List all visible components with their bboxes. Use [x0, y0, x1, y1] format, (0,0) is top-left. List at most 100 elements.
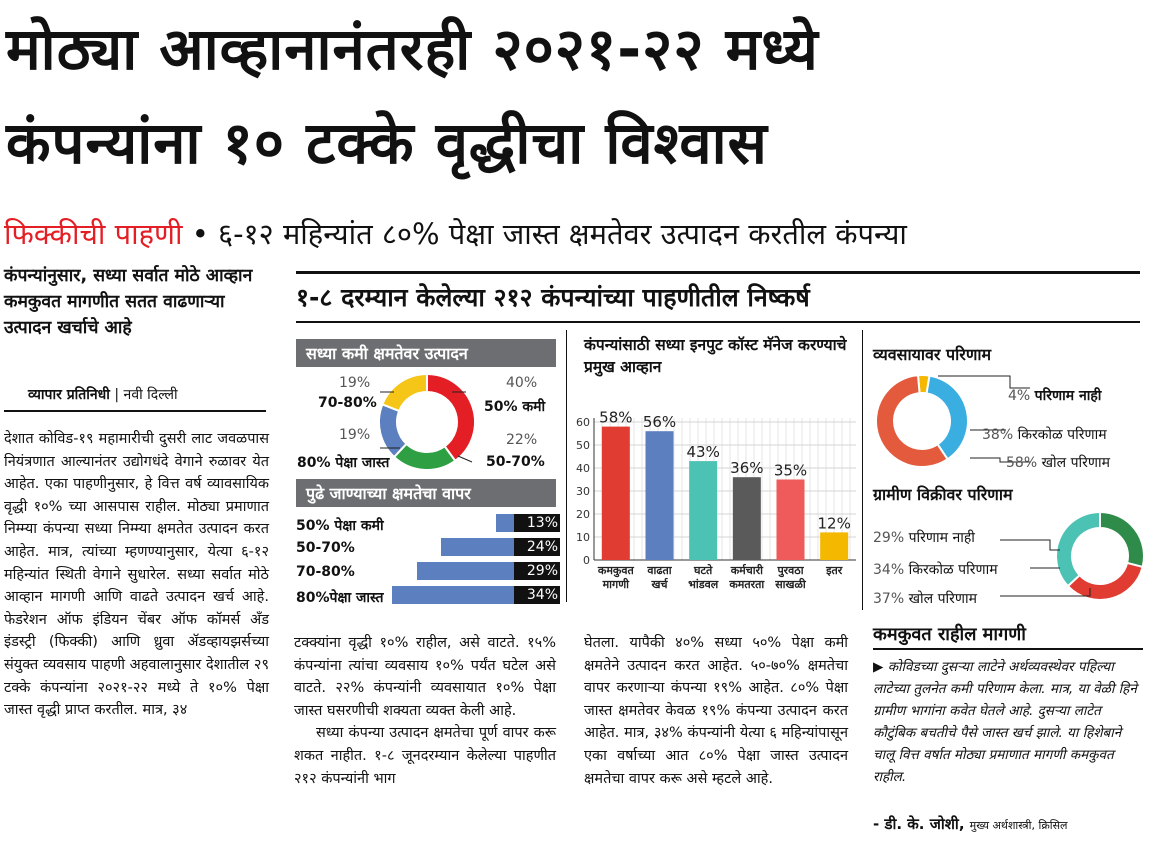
- future-capacity-value-label: 29%: [514, 562, 560, 580]
- quote-rule: [873, 648, 1143, 650]
- capacity-80-plus-pct: 19%: [339, 427, 371, 443]
- capacity-80-plus-label: 80% पेक्षा जास्त: [297, 455, 390, 471]
- capacity-70-80-pct: 19%: [339, 375, 371, 391]
- future-capacity-value-label: 34%: [514, 586, 560, 604]
- challenge-category-label: घटते: [693, 563, 713, 577]
- headline: मोठ्या आव्हानानंतरही २०२१-२२ मध्ये कंपन्…: [6, 2, 1156, 190]
- chart-divider-right: [862, 330, 863, 610]
- rural-sales-leaders: [1000, 539, 1091, 597]
- challenge-category-label: कमतरता: [728, 578, 765, 591]
- challenge-bar: [689, 461, 718, 560]
- rural-sales-slice: [1099, 510, 1145, 569]
- subheadline: फिक्कीची पाहणी • ६-१२ महिन्यांत ८०% पेक्…: [4, 214, 907, 253]
- byline-place: नवी दिल्ली: [123, 387, 178, 403]
- article-column-2: टक्क्यांना वृद्धी १०% राहील, असे वाटते. …: [294, 632, 556, 790]
- rural-sales-deep: 37% खोल परिणाम: [873, 591, 978, 607]
- challenge-category-label: भांडवल: [688, 578, 719, 591]
- challenge-category-label: मागणी: [602, 577, 631, 591]
- challenge-category-label: इतर: [825, 564, 843, 577]
- y-tick-label: 10: [576, 531, 590, 544]
- y-tick-label: 60: [576, 416, 590, 429]
- challenges-bar-chart: 0 10 20 30 40 50 60 58% कमकुवतमागणी 56% वाढताखर्च 4…: [576, 409, 856, 591]
- capacity-chart-title: सध्या कमी क्षमतेवर उत्पादन: [296, 339, 556, 367]
- subheadline-label: फिक्कीची पाहणी: [4, 217, 183, 251]
- survey-title: १-८ दरम्यान केलेल्या २१२ कंपन्यांच्या पा…: [296, 283, 810, 312]
- article-column-3: घेतला. यापैकी ४०% सध्या ५०% पेक्षा कमी क…: [584, 635, 848, 787]
- challenge-bar: [776, 479, 805, 560]
- article-column-2-paragraph-1: टक्क्यांना वृद्धी १०% राहील, असे वाटते. …: [294, 635, 556, 719]
- quote-author: - डी. के. जोशी,: [873, 815, 965, 833]
- challenge-value-label: 43%: [686, 443, 719, 461]
- future-capacity-value-label: 13%: [514, 514, 560, 532]
- byline-author: व्यापार प्रतिनिधी: [28, 387, 110, 403]
- y-tick-label: 0: [583, 554, 590, 567]
- capacity-slice: [426, 372, 476, 463]
- challenge-category-label: वाढता: [646, 564, 672, 577]
- capacity-50-70-pct: 22%: [506, 432, 538, 448]
- byline-separator: |: [114, 387, 120, 403]
- capacity-donut-chart: [378, 372, 476, 471]
- article-column-2-paragraph-2: सध्या कंपन्या उत्पादन क्षमतेचा पूर्ण वाप…: [294, 725, 556, 787]
- subheadline-bullet: •: [191, 217, 209, 251]
- byline: व्यापार प्रतिनिधी | नवी दिल्ली: [28, 385, 178, 404]
- business-impact-donut: [875, 374, 969, 468]
- business-impact-slice: [875, 374, 949, 468]
- headline-line-2: कंपन्यांना १० टक्के वृद्धीचा विश्वास: [6, 109, 768, 177]
- quote-role: मुख्य अर्थशास्त्री, क्रिसिल: [969, 819, 1068, 832]
- capacity-50-70-label: 50-70%: [486, 454, 545, 470]
- challenge-bar: [732, 477, 761, 560]
- challenges-chart-title: कंपन्यांसाठी सध्या इनपुट कॉस्ट मॅनेज करण…: [584, 336, 847, 376]
- quote-title: कमकुवत राहील मागणी: [873, 624, 1026, 645]
- challenge-category-label: साखळी: [774, 577, 807, 591]
- challenge-value-label: 35%: [774, 462, 807, 480]
- quote-attribution: - डी. के. जोशी, मुख्य अर्थशास्त्री, क्रि…: [873, 814, 1068, 834]
- y-tick-label: 50: [576, 439, 590, 452]
- intro-rule: [4, 410, 266, 412]
- survey-top-rule: [296, 271, 1140, 274]
- future-capacity-chart-title: पुढे जाण्याच्या क्षमतेचा वापर: [296, 479, 556, 507]
- y-tick-label: 40: [576, 462, 590, 475]
- quote-marker-icon: ▶: [873, 659, 884, 675]
- challenge-category-label: खर्च: [651, 577, 669, 591]
- capacity-slice: [381, 372, 428, 413]
- challenge-value-label: 12%: [817, 514, 850, 532]
- article-column-1: देशात कोविड-१९ महामारीची दुसरी लाट जवळपा…: [4, 431, 269, 719]
- subheadline-text: ६-१२ महिन्यांत ८०% पेक्षा जास्त क्षमतेवर…: [218, 217, 907, 251]
- challenge-bar: [645, 431, 674, 560]
- challenge-value-label: 36%: [730, 459, 763, 477]
- future-row-label: 50-70%: [296, 540, 355, 556]
- challenge-category-label: कमकुवत: [597, 564, 635, 578]
- challenge-category-label: कर्मचारी: [730, 563, 764, 577]
- rural-sales-minor: 34% किरकोळ परिणाम: [873, 562, 998, 578]
- capacity-below-50-pct: 40%: [506, 375, 538, 391]
- future-row-label: 70-80%: [296, 564, 355, 580]
- challenge-value-label: 56%: [643, 413, 676, 431]
- y-tick-label: 30: [576, 485, 590, 498]
- future-capacity-value-label: 24%: [514, 538, 560, 556]
- business-impact-leaders: [938, 375, 1030, 463]
- business-impact-none: 4% परिणाम नाही: [1008, 388, 1102, 404]
- survey-bottom-rule: [296, 321, 1140, 323]
- rural-sales-none: 29% परिणाम नाही: [873, 530, 975, 546]
- capacity-70-80-label: 70-80%: [318, 395, 377, 411]
- capacity-slice: [378, 403, 408, 459]
- capacity-below-50-label: 50% कमी: [484, 399, 546, 415]
- rural-sales-title: ग्रामीण विक्रीवर परिणाम: [873, 485, 1013, 504]
- rural-sales-donut: [1055, 510, 1145, 601]
- chart-divider: [566, 330, 567, 602]
- quote-body: ▶ कोविडच्या दुसऱ्या लाटेने अर्थव्यवस्थेव…: [873, 656, 1145, 788]
- challenge-bar: [601, 426, 630, 560]
- business-impact-deep: 58% खोल परिणाम: [1006, 455, 1111, 471]
- challenge-bar: [820, 532, 849, 560]
- future-row-label: 80%पेक्षा जास्त: [296, 590, 384, 606]
- headline-line-1: मोठ्या आव्हानानंतरही २०२१-२२ मध्ये: [6, 15, 819, 83]
- challenge-value-label: 58%: [599, 409, 632, 427]
- y-tick-label: 20: [576, 508, 590, 521]
- business-impact-minor: 38% किरकोळ परिणाम: [982, 427, 1107, 443]
- challenge-category-label: पुरवठा: [776, 564, 804, 578]
- intro-deck: कंपन्यांनुसार, सध्या सर्वात मोठे आव्हान …: [4, 266, 253, 338]
- future-row-label: 50% पेक्षा कमी: [296, 518, 384, 534]
- rural-sales-slice: [1055, 510, 1101, 588]
- future-capacity-bar-chart: 50% पेक्षा कमी 50-70% 70-80% 80%पेक्षा ज…: [296, 512, 560, 606]
- quote-text: कोविडच्या दुसऱ्या लाटेने अर्थव्यवस्थेवर …: [873, 659, 1137, 785]
